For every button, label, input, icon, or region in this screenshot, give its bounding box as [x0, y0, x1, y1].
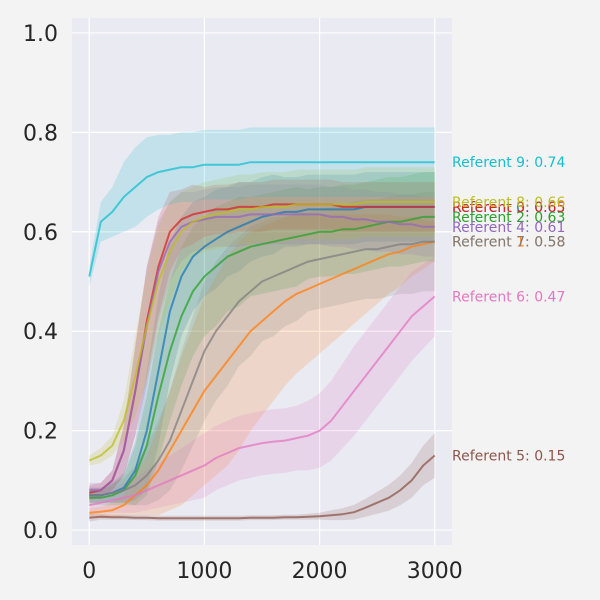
y-axis-ticks: 0.0 0.2 0.4 0.6 0.8 1.0 — [23, 22, 58, 544]
end-label-referent-2: Referent 2: 0.63 — [452, 210, 565, 226]
line-referent-7 — [89, 240, 435, 497]
band-referent-4 — [89, 184, 435, 498]
x-axis-ticks: 0 1000 2000 3000 — [82, 559, 462, 584]
x-tick-label-3: 3000 — [407, 559, 463, 584]
end-label-referent-6: Referent 6: 0.47 — [452, 289, 565, 305]
line-referent-9 — [88, 161, 435, 277]
band-referent-0 — [89, 172, 435, 503]
line-referent-6 — [89, 295, 436, 507]
line-referent-2 — [89, 215, 435, 499]
band-referent-3 — [89, 179, 435, 501]
line-referent-1 — [89, 240, 435, 514]
y-tick-label-0: 0.0 — [23, 519, 58, 544]
grid-lines — [72, 18, 452, 545]
x-tick-label-0: 0 — [82, 559, 96, 584]
x-tick-label-1: 1000 — [176, 559, 232, 584]
band-referent-9 — [89, 127, 435, 287]
line-referent-5 — [89, 454, 436, 520]
y-tick-label-1: 0.2 — [23, 420, 58, 445]
series-lines — [88, 161, 436, 520]
line-referent-8 — [88, 201, 435, 462]
end-label-referent-9: Referent 9: 0.74 — [452, 155, 565, 171]
y-tick-label-5: 1.0 — [23, 22, 58, 47]
end-label-referent-5: Referent 5: 0.15 — [452, 449, 565, 465]
end-label-referent-4: Referent 4: 0.61 — [452, 220, 565, 236]
end-label-referent-7: Referent 7: 0.58 — [452, 235, 565, 251]
y-tick-label-3: 0.6 — [23, 221, 58, 246]
end-label-referent-8: Referent 8: 0.66 — [452, 195, 565, 211]
x-tick-label-2: 2000 — [292, 559, 348, 584]
y-tick-label-4: 0.8 — [23, 121, 58, 146]
end-label-referent-0: Referent 0: 0.65 — [452, 200, 565, 216]
end-label-referent-3: Referent 3: 0.65 — [452, 200, 565, 216]
band-referent-2 — [89, 172, 435, 506]
y-tick-label-2: 0.4 — [23, 320, 58, 345]
end-label-referent-1: Referent 1: 0.58 — [452, 235, 565, 251]
